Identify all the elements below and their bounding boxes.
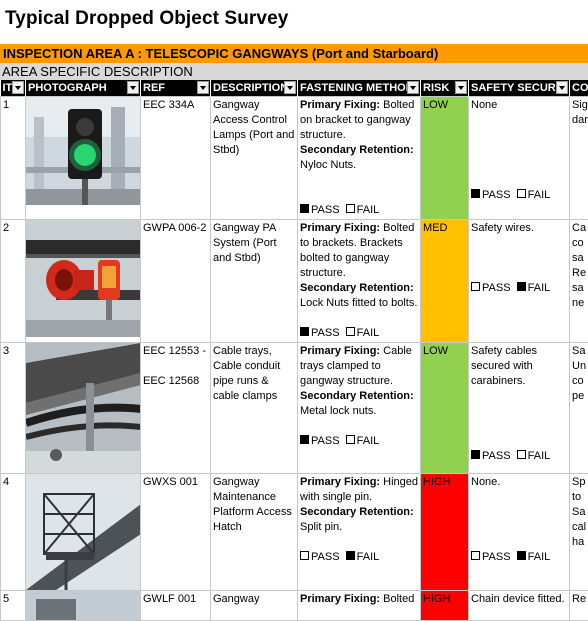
fail-checkbox[interactable] bbox=[346, 204, 355, 213]
description-cell: Gangway bbox=[211, 591, 298, 621]
fail-checkbox[interactable] bbox=[517, 189, 526, 198]
cable-trays-photo bbox=[26, 343, 141, 473]
column-header-photograph: PHOTOGRAPH bbox=[26, 80, 141, 97]
description-cell: Gangway PA System (Port and Stbd) bbox=[211, 220, 298, 343]
column-header-description: DESCRIPTION bbox=[211, 80, 298, 97]
photo-cell bbox=[26, 97, 141, 220]
pass-checkbox[interactable] bbox=[471, 450, 480, 459]
fail-checkbox[interactable] bbox=[346, 327, 355, 336]
pass-checkbox[interactable] bbox=[471, 282, 480, 291]
fastening-method-cell: Primary Fixing: Cable trays clamped to g… bbox=[298, 343, 421, 474]
table-row: 3 EEC 12553 -EEC 12568 Cable trays, Cabl… bbox=[1, 343, 588, 474]
fastening-method-cell: Primary Fixing: Bolted bbox=[298, 591, 421, 621]
page-title: Typical Dropped Object Survey bbox=[5, 8, 288, 30]
column-header-risk: RISK bbox=[421, 80, 469, 97]
comments-cell: Sig dar bbox=[570, 97, 588, 220]
risk-badge: HIGH bbox=[421, 591, 469, 621]
filter-dropdown-button[interactable] bbox=[127, 81, 139, 94]
column-header-safety-securing: SAFETY SECURI bbox=[469, 80, 570, 97]
pass-checkbox[interactable] bbox=[471, 189, 480, 198]
risk-badge: LOW bbox=[421, 97, 469, 220]
item-number: 5 bbox=[1, 591, 26, 621]
table-row: 2 GWPA 006-2 Gangway PA System (Por bbox=[1, 220, 588, 343]
column-header-ref: REF bbox=[141, 80, 211, 97]
gangway-photo bbox=[26, 591, 141, 620]
ref-cell: GWLF 001 bbox=[141, 591, 211, 621]
safety-securing-cell: Safety wires. PASS FAIL bbox=[469, 220, 570, 343]
traffic-light-photo bbox=[26, 97, 141, 205]
filter-dropdown-button[interactable] bbox=[284, 81, 296, 94]
fail-checkbox[interactable] bbox=[346, 435, 355, 444]
pass-fail-indicator: PASS FAIL bbox=[300, 203, 418, 218]
table-row: 5 GWLF 001 Gangway Primary Fixing: Bolte… bbox=[1, 591, 588, 621]
description-cell: Gangway Access Control Lamps (Port and S… bbox=[211, 97, 298, 220]
safety-securing-cell: Chain device fitted. bbox=[469, 591, 570, 621]
filter-dropdown-button[interactable] bbox=[407, 81, 419, 94]
pass-fail-indicator: PASS FAIL bbox=[300, 434, 418, 449]
comments-cell: Sa Un co pe bbox=[570, 343, 588, 474]
column-header-item: IT bbox=[1, 80, 26, 97]
area-description-bar: AREA SPECIFIC DESCRIPTION bbox=[0, 63, 588, 80]
pass-fail-indicator: PASS FAIL bbox=[471, 550, 567, 565]
pass-fail-indicator: PASS FAIL bbox=[300, 550, 418, 565]
inspection-area-header: INSPECTION AREA A : TELESCOPIC GANGWAYS … bbox=[0, 44, 588, 63]
photo-cell bbox=[26, 220, 141, 343]
risk-badge: HIGH bbox=[421, 474, 469, 591]
item-number: 3 bbox=[1, 343, 26, 474]
fail-checkbox[interactable] bbox=[346, 551, 355, 560]
table-row: 4 GWXS 001 Gangway Mainte bbox=[1, 474, 588, 591]
ref-cell: GWPA 006-2 bbox=[141, 220, 211, 343]
survey-table: IT PHOTOGRAPH REF DESCRIPTION FASTENING … bbox=[0, 80, 588, 621]
pass-checkbox[interactable] bbox=[300, 204, 309, 213]
fail-checkbox[interactable] bbox=[517, 282, 526, 291]
risk-badge: MED bbox=[421, 220, 469, 343]
ref-cell: EEC 334A bbox=[141, 97, 211, 220]
pass-fail-indicator: PASS FAIL bbox=[471, 449, 567, 464]
filter-dropdown-button[interactable] bbox=[556, 81, 568, 94]
fail-checkbox[interactable] bbox=[517, 551, 526, 560]
gangway-platform-photo bbox=[26, 474, 141, 590]
photo-cell bbox=[26, 591, 141, 621]
pass-checkbox[interactable] bbox=[300, 551, 309, 560]
description-cell: Cable trays, Cable conduit pipe runs & c… bbox=[211, 343, 298, 474]
ref-cell: GWXS 001 bbox=[141, 474, 211, 591]
safety-securing-cell: Safety cables secured with carabiners. P… bbox=[469, 343, 570, 474]
comments-cell: Sp to Sa cal ha bbox=[570, 474, 588, 591]
safety-securing-cell: None PASS FAIL bbox=[469, 97, 570, 220]
item-number: 4 bbox=[1, 474, 26, 591]
comments-cell: Re bbox=[570, 591, 588, 621]
column-header-comments: CO bbox=[570, 80, 588, 97]
fail-checkbox[interactable] bbox=[517, 450, 526, 459]
safety-securing-cell: None. PASS FAIL bbox=[469, 474, 570, 591]
fastening-method-cell: Primary Fixing: Bolted to brackets. Brac… bbox=[298, 220, 421, 343]
fastening-method-cell: Primary Fixing: Hinged with single pin. … bbox=[298, 474, 421, 591]
risk-badge: LOW bbox=[421, 343, 469, 474]
pass-fail-indicator: PASS FAIL bbox=[471, 188, 567, 203]
ref-cell: EEC 12553 -EEC 12568 bbox=[141, 343, 211, 474]
table-row: 1 EEC 334A Gangway Access Control L bbox=[1, 97, 588, 220]
column-header-fastening-method: FASTENING METHOD bbox=[298, 80, 421, 97]
pass-checkbox[interactable] bbox=[471, 551, 480, 560]
pa-speaker-photo bbox=[26, 220, 141, 337]
pass-checkbox[interactable] bbox=[300, 435, 309, 444]
filter-dropdown-button[interactable] bbox=[455, 81, 467, 94]
table-header-row: IT PHOTOGRAPH REF DESCRIPTION FASTENING … bbox=[1, 80, 588, 97]
item-number: 2 bbox=[1, 220, 26, 343]
comments-cell: Ca co sa Re sa ne bbox=[570, 220, 588, 343]
description-cell: Gangway Maintenance Platform Access Hatc… bbox=[211, 474, 298, 591]
filter-dropdown-button[interactable] bbox=[197, 81, 209, 94]
item-number: 1 bbox=[1, 97, 26, 220]
pass-fail-indicator: PASS FAIL bbox=[300, 326, 418, 341]
pass-fail-indicator: PASS FAIL bbox=[471, 281, 567, 296]
photo-cell bbox=[26, 474, 141, 591]
filter-dropdown-button[interactable] bbox=[12, 81, 24, 94]
pass-checkbox[interactable] bbox=[300, 327, 309, 336]
fastening-method-cell: Primary Fixing: Bolted on bracket to gan… bbox=[298, 97, 421, 220]
photo-cell bbox=[26, 343, 141, 474]
